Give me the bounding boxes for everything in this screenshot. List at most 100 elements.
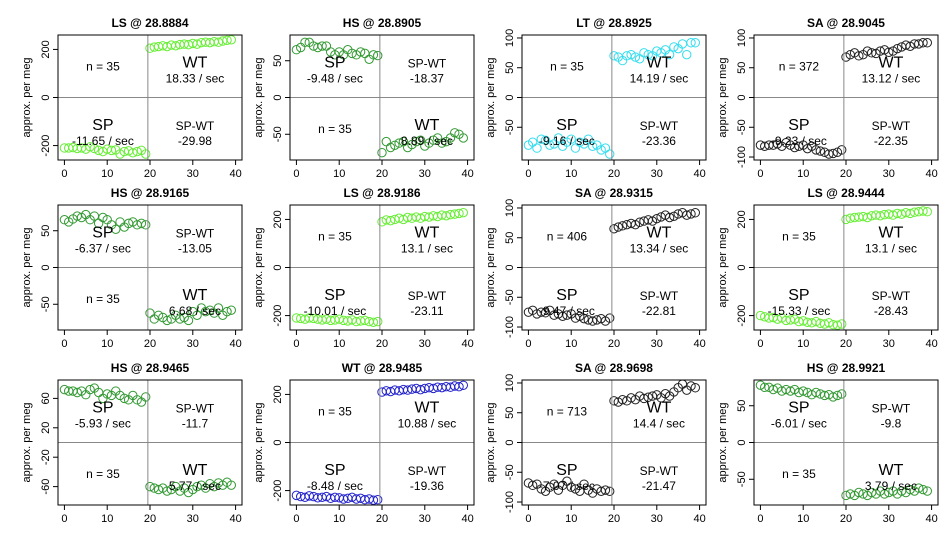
wt-point: [914, 483, 924, 493]
y-tick-label: 0: [40, 94, 52, 100]
sp-rate: -11.65 / sec: [72, 134, 134, 148]
wt-point: [411, 136, 421, 147]
wt-point: [385, 215, 396, 226]
wt-label: WT: [646, 399, 671, 416]
x-tick-label: 10: [565, 338, 577, 350]
wt-point: [686, 381, 696, 391]
x-tick-label: 0: [293, 338, 299, 350]
y-tick-label: 50: [40, 225, 52, 237]
y-tick-label: -60: [40, 479, 52, 495]
wt-point: [862, 212, 873, 223]
wt-point: [415, 384, 426, 395]
panel-title: WT @ 28.9485: [342, 361, 423, 375]
y-axis-label: approx. per meg: [485, 227, 497, 307]
sp-point: [755, 380, 766, 390]
wt-point: [669, 42, 679, 52]
x-tick-label: 10: [101, 513, 113, 525]
wt-rate: 14.19 / sec: [630, 71, 689, 85]
y-tick-label: 200: [272, 385, 284, 403]
data-points: [755, 38, 933, 159]
y-tick-label: 50: [736, 400, 748, 412]
wt-point: [866, 48, 877, 58]
x-tick-label: 0: [293, 168, 299, 180]
x-tick-label: 40: [229, 168, 241, 180]
x-tick-label: 20: [608, 513, 620, 525]
data-points: [291, 380, 469, 505]
y-tick-label: -50: [736, 471, 748, 487]
wt-label: WT: [182, 287, 207, 304]
sp-wt-label: SP-WT: [872, 401, 911, 415]
sp-label: SP: [556, 287, 577, 304]
sp-point: [566, 134, 576, 144]
x-tick-label: 0: [757, 338, 763, 350]
sp-label: SP: [788, 287, 809, 304]
wt-label: WT: [414, 117, 439, 134]
y-tick-label: 0: [272, 94, 284, 100]
sp-wt-value: -19.36: [410, 479, 444, 493]
n-count-label: n = 35: [86, 59, 120, 73]
y-tick-label: 100: [504, 374, 516, 392]
wt-label: WT: [878, 54, 903, 71]
y-tick-label: 0: [736, 264, 748, 270]
sp-point: [536, 134, 546, 144]
data-points: [523, 208, 701, 326]
x-tick-label: 20: [144, 513, 156, 525]
x-tick-label: 30: [883, 513, 895, 525]
y-tick-label: -200: [40, 135, 52, 157]
sp-point: [828, 392, 838, 402]
sp-wt-value: -21.47: [642, 479, 676, 493]
panel-title: LT @ 28.8925: [576, 16, 652, 30]
wt-point: [918, 484, 928, 495]
x-tick-label: 0: [757, 168, 763, 180]
wt-rate: 3.79 / sec: [865, 479, 917, 493]
y-tick-label: 20: [40, 422, 52, 434]
x-tick-label: 0: [525, 338, 531, 350]
sp-wt-value: -11.7: [182, 416, 209, 430]
sp-wt-value: -23.11: [410, 304, 443, 318]
panel-title: LS @ 28.9186: [343, 186, 420, 200]
sp-point: [811, 387, 821, 398]
x-tick-label: 10: [333, 168, 345, 180]
y-tick-label: -20: [40, 449, 52, 465]
sp-point: [605, 313, 615, 323]
sp-point: [304, 491, 314, 501]
y-axis-label: approx. per meg: [717, 57, 729, 137]
sp-wt-value: -13.05: [178, 241, 212, 255]
x-tick-label: 30: [651, 513, 663, 525]
sp-point: [605, 486, 615, 497]
panel-12: HS @ 28.9921 0 10 20 30 40 -50 0 50 approx. per m…: [717, 361, 939, 525]
wt-point: [892, 43, 903, 54]
y-axis-label: approx. per meg: [21, 57, 33, 137]
panel-6: LS @ 28.9186 0 10 20 30 40 -200 0 200 approx. per…: [253, 186, 475, 350]
x-tick-label: 20: [376, 513, 388, 525]
wt-point: [377, 147, 387, 158]
panel-1: LS @ 28.8884 0 10 20 30 40 -200 0 200 approx. per…: [21, 16, 243, 180]
y-tick-label: 0: [736, 439, 748, 445]
x-tick-label: 20: [144, 338, 156, 350]
y-tick-label: 50: [504, 407, 516, 419]
y-tick-label: 200: [40, 40, 52, 58]
panel-title: LS @ 28.8884: [111, 16, 188, 30]
sp-point: [300, 37, 310, 48]
wt-point: [613, 222, 623, 232]
wt-point: [226, 480, 237, 490]
wt-label: WT: [182, 54, 207, 71]
y-tick-label: 0: [736, 94, 748, 100]
wt-label: WT: [646, 54, 671, 71]
sp-rate: -10.01 / sec: [304, 304, 367, 318]
sp-wt-label: SP-WT: [872, 289, 911, 303]
x-tick-label: 10: [101, 168, 113, 180]
sp-rate: -6.01 / sec: [771, 416, 827, 430]
sp-wt-value: -9.8: [881, 416, 902, 430]
sp-wt-label: SP-WT: [640, 119, 679, 133]
x-tick-label: 40: [229, 513, 241, 525]
panel-title: HS @ 28.9465: [111, 361, 190, 375]
wt-point: [213, 303, 224, 313]
data-points: [755, 206, 933, 330]
y-tick-label: 50: [504, 232, 516, 244]
x-tick-label: 30: [419, 513, 431, 525]
sp-point: [605, 149, 615, 159]
sp-point: [141, 149, 151, 159]
x-tick-label: 30: [883, 338, 895, 350]
sp-point: [106, 145, 117, 156]
